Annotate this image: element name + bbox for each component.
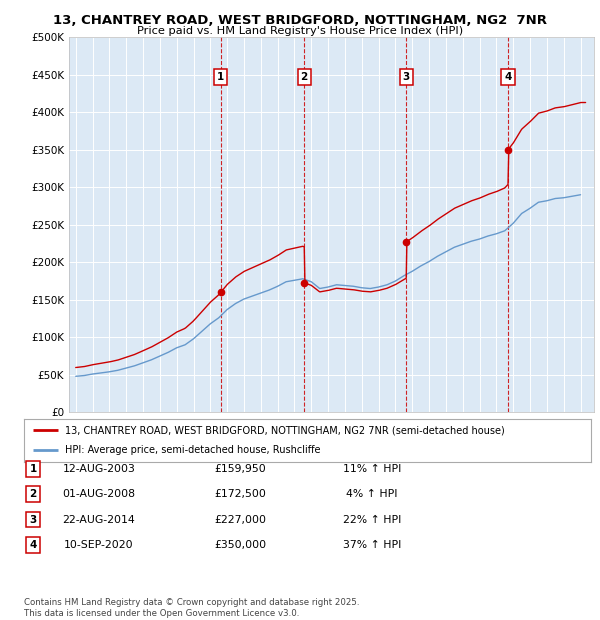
Text: HPI: Average price, semi-detached house, Rushcliffe: HPI: Average price, semi-detached house,… bbox=[65, 445, 320, 455]
Text: 13, CHANTREY ROAD, WEST BRIDGFORD, NOTTINGHAM, NG2  7NR: 13, CHANTREY ROAD, WEST BRIDGFORD, NOTTI… bbox=[53, 14, 547, 27]
Text: 4: 4 bbox=[505, 72, 512, 82]
Text: 1: 1 bbox=[29, 464, 37, 474]
Text: 4% ↑ HPI: 4% ↑ HPI bbox=[346, 489, 398, 499]
Text: £350,000: £350,000 bbox=[214, 540, 266, 550]
Text: 4: 4 bbox=[29, 540, 37, 550]
Text: 13, CHANTREY ROAD, WEST BRIDGFORD, NOTTINGHAM, NG2 7NR (semi-detached house): 13, CHANTREY ROAD, WEST BRIDGFORD, NOTTI… bbox=[65, 425, 505, 435]
Text: £159,950: £159,950 bbox=[214, 464, 266, 474]
Text: 3: 3 bbox=[403, 72, 410, 82]
Text: 3: 3 bbox=[29, 515, 37, 525]
Text: 12-AUG-2003: 12-AUG-2003 bbox=[62, 464, 136, 474]
Text: £227,000: £227,000 bbox=[214, 515, 266, 525]
Text: This data is licensed under the Open Government Licence v3.0.: This data is licensed under the Open Gov… bbox=[24, 609, 299, 618]
Text: 2: 2 bbox=[301, 72, 308, 82]
Text: 1: 1 bbox=[217, 72, 224, 82]
Text: £172,500: £172,500 bbox=[214, 489, 266, 499]
Text: Price paid vs. HM Land Registry's House Price Index (HPI): Price paid vs. HM Land Registry's House … bbox=[137, 26, 463, 36]
Text: 22-AUG-2014: 22-AUG-2014 bbox=[62, 515, 136, 525]
Text: 01-AUG-2008: 01-AUG-2008 bbox=[62, 489, 136, 499]
Text: 11% ↑ HPI: 11% ↑ HPI bbox=[343, 464, 401, 474]
Text: Contains HM Land Registry data © Crown copyright and database right 2025.: Contains HM Land Registry data © Crown c… bbox=[24, 598, 359, 607]
Text: 10-SEP-2020: 10-SEP-2020 bbox=[64, 540, 134, 550]
Text: 22% ↑ HPI: 22% ↑ HPI bbox=[343, 515, 401, 525]
Text: 2: 2 bbox=[29, 489, 37, 499]
Text: 37% ↑ HPI: 37% ↑ HPI bbox=[343, 540, 401, 550]
